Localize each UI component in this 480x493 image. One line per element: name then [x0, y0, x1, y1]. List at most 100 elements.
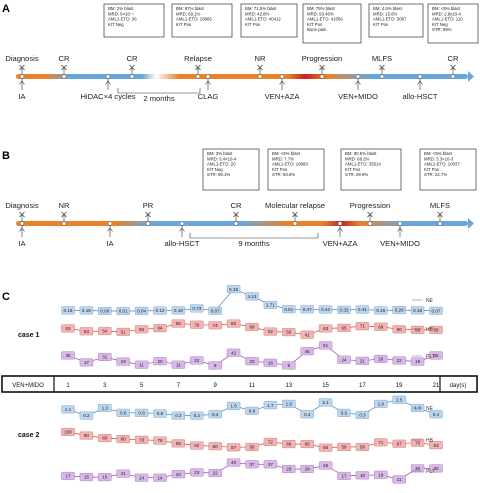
data-point-value: 0.4	[304, 412, 311, 417]
data-point-value: 74	[213, 323, 219, 328]
info-box-frame	[240, 3, 298, 38]
data-point-value: 80	[231, 321, 237, 326]
data-point-value: 1.9	[378, 401, 385, 406]
data-point-value: 31	[102, 355, 108, 360]
data-point-box	[410, 438, 425, 447]
data-point: 1.1	[61, 405, 75, 414]
panel-a-timeline-bar	[16, 74, 468, 79]
data-point: 0.18	[61, 306, 75, 315]
data-point: 0.42	[318, 305, 333, 314]
milestone-dot	[195, 74, 201, 79]
panel-a-treatment: allo-HSCT	[402, 74, 438, 101]
data-point: 42	[226, 348, 241, 357]
treatment-dot	[19, 74, 25, 79]
data-point-value: 0.16	[82, 308, 91, 313]
data-point-value: 66	[286, 442, 292, 447]
data-point-value: 22	[194, 358, 200, 363]
data-point-box	[190, 304, 204, 313]
data-point-box	[190, 356, 204, 365]
milestone-label: Diagnosis	[5, 54, 39, 63]
treatment-label: IA	[18, 92, 26, 101]
treatment-arrow	[107, 227, 113, 232]
data-point-box	[134, 408, 149, 417]
data-point-value: 0.9	[249, 408, 256, 413]
data-point-box	[190, 441, 204, 450]
data-point: 1.7	[263, 401, 278, 410]
data-point-box	[263, 438, 278, 446]
data-point: 29	[300, 465, 314, 473]
milestone-label: MLFS	[430, 201, 450, 210]
data-point: 51	[116, 327, 130, 336]
data-point-box	[300, 330, 314, 339]
data-point: 11	[171, 360, 186, 369]
day-tick-label: 13	[285, 383, 292, 389]
info-box-line: BM: 2% blast	[207, 151, 233, 156]
data-point-box	[153, 473, 167, 482]
milestone-label: NR	[59, 201, 70, 210]
data-point-value: 0.07	[432, 308, 441, 313]
info-box-line: AML1-ETO: 10037	[424, 162, 460, 167]
data-point-box	[318, 324, 333, 333]
data-point: 21	[355, 356, 370, 365]
data-point-box	[79, 306, 94, 315]
data-point-value: 1.7	[267, 403, 274, 408]
data-point: 11	[392, 475, 406, 484]
data-point-value: 9	[214, 363, 217, 368]
data-point: 40	[226, 458, 241, 467]
data-point: 66	[300, 440, 314, 449]
info-box-frame	[427, 3, 479, 44]
data-point-value: 26	[378, 356, 384, 361]
data-point-value: 15	[84, 475, 90, 480]
data-point-value: 17	[341, 474, 347, 479]
data-point: 20	[171, 470, 186, 479]
data-point-value: 53	[84, 329, 90, 334]
data-point-value: 21	[360, 358, 366, 363]
data-point-box	[355, 322, 370, 331]
data-point-value: 30	[433, 466, 439, 471]
data-point-value: 20	[249, 359, 255, 364]
info-box-line: MRD: 93.46%	[307, 11, 334, 16]
data-point-box	[116, 357, 130, 366]
data-point-value: 0.01	[119, 309, 128, 314]
data-point: 37	[245, 460, 259, 469]
data-point: 0.9	[245, 406, 259, 415]
data-point-box	[392, 325, 406, 334]
data-point-box	[429, 441, 443, 450]
day-tick-label: 9	[214, 383, 218, 389]
data-point: 19	[410, 357, 425, 366]
data-point: 4.13	[245, 292, 259, 301]
data-point-value: 40	[231, 460, 237, 465]
data-point-value: 2.1	[322, 400, 329, 405]
day-tick-label: 11	[249, 383, 256, 389]
info-box-frame	[340, 148, 402, 191]
data-point-value: 0.41	[358, 307, 367, 312]
data-point-box	[245, 357, 259, 366]
milestone-dot	[61, 74, 67, 79]
info-box-line: BM: <5% blast	[272, 151, 301, 156]
milestone-dot	[257, 74, 263, 79]
data-point: 90	[79, 431, 94, 440]
data-point: 0.73	[190, 304, 204, 313]
data-point-box	[245, 292, 259, 301]
data-point-box	[98, 473, 112, 482]
data-point: 52	[263, 327, 278, 336]
data-point-box	[374, 354, 388, 363]
day-tick-label: 21	[433, 383, 440, 389]
info-box-line: AML1-ETO: 40412	[245, 17, 281, 22]
case1-series-hb: 63 53 54 51 60 64 80 76 74 80 68 52 50 41 63 65 71 69 60 58…	[61, 319, 443, 339]
data-point: 58	[355, 442, 370, 451]
info-box-frame	[103, 3, 165, 38]
data-point-value: 80	[121, 437, 127, 442]
data-point-box	[300, 305, 314, 314]
treatment-dot	[205, 74, 211, 79]
data-point: 66	[282, 440, 296, 449]
data-point-box	[245, 323, 259, 331]
data-point: 0.4	[429, 410, 443, 419]
day-tick-label: 1	[66, 383, 70, 389]
case2-label: case 2	[18, 432, 40, 439]
data-point: 0.6	[134, 408, 149, 417]
